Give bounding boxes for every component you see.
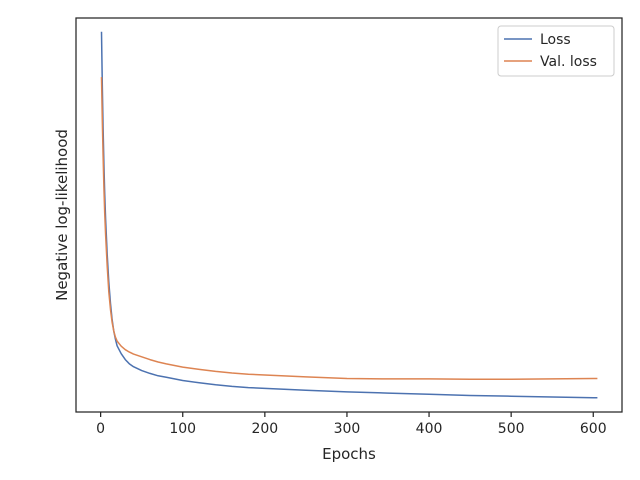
legend-label: Val. loss (540, 54, 597, 70)
series-layer (100, 31, 598, 399)
x-tick-label: 600 (580, 421, 607, 437)
plot-frame (75, 17, 623, 413)
x-axis-label: Epochs (322, 445, 376, 463)
x-tick-label: 300 (334, 421, 361, 437)
x-tick-label: 400 (416, 421, 443, 437)
y-axis-label: Negative log-likelihood (53, 129, 71, 301)
x-tick-label: 200 (251, 421, 278, 437)
x-tick-label: 500 (498, 421, 525, 437)
x-tick-label: 100 (169, 421, 196, 437)
series-line (100, 77, 598, 381)
x-tick-label: 0 (96, 421, 105, 437)
legend-label: Loss (540, 32, 571, 48)
plot-area (76, 18, 622, 412)
legend: Loss Val. loss (497, 25, 615, 77)
x-axis: 0 100 200 300 400 500 600 (96, 412, 607, 437)
